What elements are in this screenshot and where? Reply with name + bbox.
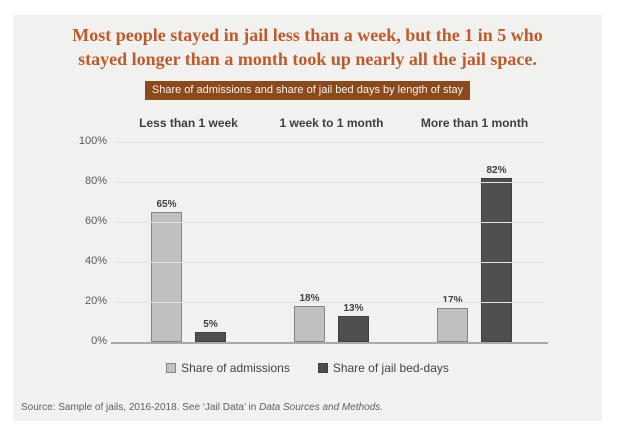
gridline-80 bbox=[117, 182, 546, 183]
gridline-40 bbox=[117, 262, 546, 263]
bar-share-of-admissions-less-than-1-week: 65% bbox=[151, 199, 182, 342]
plot-area: 65% 5% 18% 13% 17% 82% bbox=[111, 142, 548, 344]
bar-group-more-than-1-month: 17% 82% bbox=[403, 142, 546, 342]
bar-share-of-jail-bed-days-1-week-to-1-month: 13% bbox=[338, 303, 369, 342]
bar-value-label: 82% bbox=[486, 165, 507, 176]
category-label-1-week-to-1-month: 1 week to 1 month bbox=[279, 116, 384, 130]
legend-item-share-of-admissions: Share of admissions bbox=[166, 361, 290, 375]
y-axis-tick-labels: 100% 80% 60% 40% 20% 0% bbox=[13, 135, 107, 347]
figure-panel: Most people stayed in jail less than a w… bbox=[13, 15, 602, 421]
bar-share-of-jail-bed-days-more-than-1-month: 82% bbox=[481, 165, 512, 342]
gridline-100 bbox=[117, 142, 546, 143]
legend-item-share-of-jail-bed-days: Share of jail bed-days bbox=[317, 361, 449, 375]
y-tick-label-20: 20% bbox=[84, 295, 107, 307]
chart-subtitle-banner: Share of admissions and share of jail be… bbox=[144, 81, 471, 100]
bar-groups: 65% 5% 18% 13% 17% 82% bbox=[117, 142, 546, 342]
chart-subtitle-wrap: Share of admissions and share of jail be… bbox=[13, 80, 602, 100]
legend-swatch-icon bbox=[166, 363, 177, 373]
source-note-text: Source: Sample of jails, 2016-2018. See … bbox=[21, 402, 260, 413]
gridline-60 bbox=[117, 222, 546, 223]
source-note: Source: Sample of jails, 2016-2018. See … bbox=[21, 402, 383, 413]
category-label-more-than-1-month: More than 1 month bbox=[420, 116, 529, 130]
y-tick-label-0: 0% bbox=[91, 335, 107, 347]
bar-share-of-admissions-more-than-1-month: 17% bbox=[437, 295, 468, 342]
bar-group-1-week-to-1-month: 18% 13% bbox=[260, 142, 403, 342]
legend: Share of admissions Share of jail bed-day… bbox=[13, 361, 602, 375]
category-label-less-than-1-week: Less than 1 week bbox=[139, 116, 238, 130]
legend-label: Share of jail bed-days bbox=[332, 361, 449, 375]
legend-label: Share of admissions bbox=[181, 361, 290, 375]
y-tick-label-80: 80% bbox=[84, 175, 107, 187]
bar-value-label: 13% bbox=[343, 303, 364, 314]
y-tick-label-40: 40% bbox=[84, 255, 107, 267]
x-axis-line bbox=[111, 342, 548, 344]
bar-share-of-admissions-1-week-to-1-month: 18% bbox=[294, 293, 325, 342]
source-note-italic: Data Sources and Methods. bbox=[259, 402, 384, 413]
bar-value-label: 65% bbox=[156, 199, 177, 210]
chart-title: Most people stayed in jail less than a w… bbox=[13, 23, 602, 71]
y-tick-label-60: 60% bbox=[84, 215, 107, 227]
bar-group-less-than-1-week: 65% 5% bbox=[117, 142, 260, 342]
bar-share-of-jail-bed-days-less-than-1-week: 5% bbox=[195, 319, 226, 342]
gridline-20 bbox=[117, 302, 546, 303]
bar-value-label: 18% bbox=[299, 293, 320, 304]
legend-swatch-icon bbox=[317, 363, 328, 373]
bar-value-label: 5% bbox=[203, 319, 218, 330]
bar-value-label: 17% bbox=[442, 295, 463, 306]
chart-title-line-2: stayed longer than a month took up nearl… bbox=[78, 49, 537, 69]
y-tick-label-100: 100% bbox=[78, 135, 107, 147]
category-labels-row: Less than 1 week 1 week to 1 month More th… bbox=[117, 116, 546, 130]
chart-title-line-1: Most people stayed in jail less than a w… bbox=[72, 25, 543, 45]
